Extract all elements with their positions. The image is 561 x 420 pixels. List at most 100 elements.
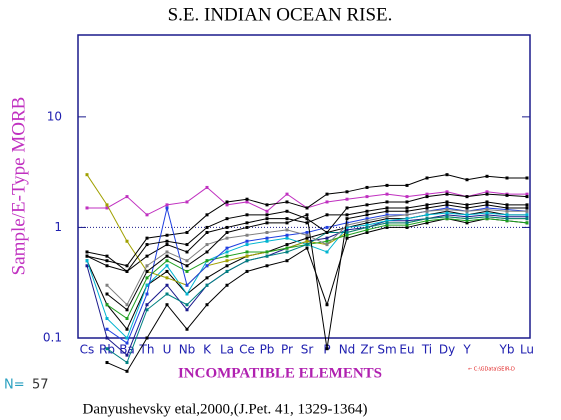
point — [245, 259, 249, 263]
point — [425, 209, 429, 213]
point — [205, 243, 209, 247]
point — [505, 215, 509, 219]
point — [465, 195, 469, 199]
point — [125, 327, 129, 331]
point — [305, 233, 309, 237]
point — [485, 213, 489, 217]
point — [265, 264, 269, 268]
point — [425, 192, 429, 196]
point — [225, 259, 229, 263]
point — [425, 221, 429, 225]
point — [425, 219, 429, 223]
point — [505, 193, 509, 197]
point — [345, 236, 349, 240]
point — [105, 303, 109, 307]
point — [365, 213, 369, 217]
point — [105, 317, 109, 321]
point — [125, 269, 129, 273]
point — [165, 276, 169, 280]
point — [445, 217, 449, 221]
point — [205, 276, 209, 280]
point — [185, 243, 189, 247]
point — [465, 213, 469, 217]
point — [185, 259, 189, 263]
point — [305, 239, 309, 243]
point — [345, 197, 349, 201]
x-tick-label: U — [163, 343, 172, 357]
point — [225, 246, 229, 250]
x-tick-label: Nd — [339, 343, 356, 357]
point — [525, 209, 529, 213]
point — [145, 308, 149, 312]
point — [465, 219, 469, 223]
point — [365, 203, 369, 207]
y-tick-label: 10 — [47, 109, 62, 123]
point — [145, 254, 149, 258]
x-tick-label: Lu — [520, 343, 534, 357]
point — [405, 217, 409, 221]
point — [525, 203, 529, 207]
point — [305, 206, 309, 210]
point — [105, 264, 109, 268]
point — [485, 190, 489, 194]
point — [345, 225, 349, 229]
point — [185, 327, 189, 331]
point — [345, 206, 349, 210]
chart-title: S.E. INDIAN OCEAN RISE. — [168, 4, 393, 25]
point — [225, 217, 229, 221]
point — [425, 217, 429, 221]
series-line — [106, 218, 528, 372]
point — [505, 206, 509, 210]
point — [245, 250, 249, 254]
point — [205, 230, 209, 234]
point — [405, 206, 409, 210]
point — [165, 250, 169, 254]
point — [125, 195, 129, 199]
point — [325, 347, 329, 351]
point — [305, 217, 309, 221]
point — [165, 203, 169, 207]
point — [445, 213, 449, 217]
point — [285, 250, 289, 254]
point — [185, 308, 189, 312]
point — [445, 173, 449, 177]
x-tick-label: Sr — [301, 343, 314, 357]
point — [365, 228, 369, 232]
point — [145, 283, 149, 287]
point — [125, 239, 129, 243]
point — [225, 250, 229, 254]
point — [445, 215, 449, 219]
point — [165, 243, 169, 247]
point — [125, 361, 129, 365]
point — [265, 217, 269, 221]
point — [445, 200, 449, 204]
point — [505, 219, 509, 223]
point — [225, 200, 229, 204]
point — [325, 213, 329, 217]
point — [185, 292, 189, 296]
point — [425, 203, 429, 207]
y-axis-label: Sample/E-Type MORB — [8, 97, 29, 276]
point — [225, 203, 229, 207]
point — [345, 217, 349, 221]
point — [85, 264, 89, 268]
point — [405, 223, 409, 227]
point — [265, 239, 269, 243]
point — [145, 213, 149, 217]
point — [105, 203, 109, 207]
point — [165, 259, 169, 263]
point — [205, 225, 209, 229]
point — [265, 254, 269, 258]
x-tick-label: Pb — [260, 343, 275, 357]
point — [205, 283, 209, 287]
point — [445, 203, 449, 207]
point — [125, 264, 129, 268]
point — [245, 254, 249, 258]
point — [145, 236, 149, 240]
point — [525, 213, 529, 217]
point — [205, 303, 209, 307]
point — [305, 243, 309, 247]
point — [225, 269, 229, 273]
point — [185, 283, 189, 287]
point — [385, 215, 389, 219]
